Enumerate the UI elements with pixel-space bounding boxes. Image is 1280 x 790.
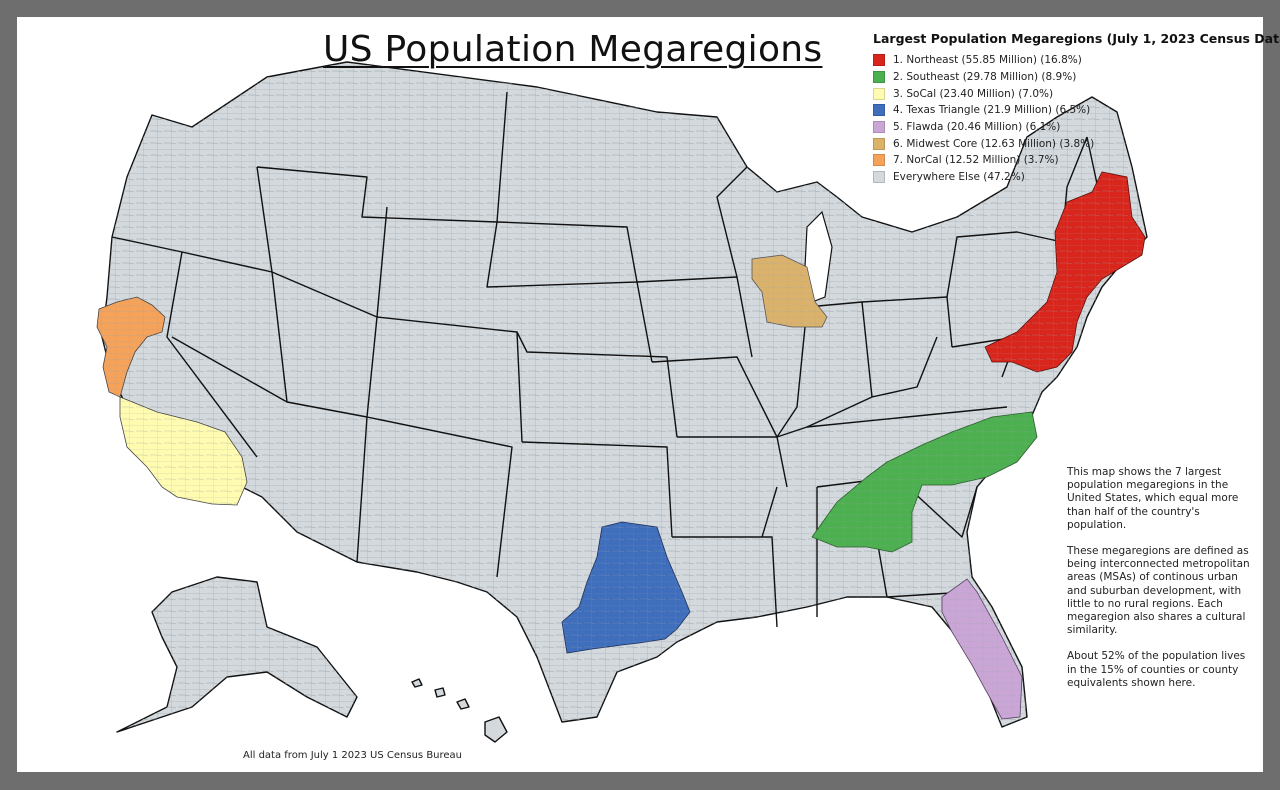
legend-swatch xyxy=(873,54,885,67)
page-title: US Population Megaregions xyxy=(323,29,823,70)
legend-swatch xyxy=(873,171,885,184)
legend-item-southeast: 2. Southeast (29.78 Million) (8.9%) xyxy=(873,69,1253,86)
legend-label: 2. Southeast (29.78 Million) (8.9%) xyxy=(893,71,1077,84)
legend-item-midwest-core: 6. Midwest Core (12.63 Million) (3.8%) xyxy=(873,135,1253,152)
source-footer: All data from July 1 2023 US Census Bure… xyxy=(243,750,463,761)
note-paragraph-3: About 52% of the population lives in the… xyxy=(1067,650,1246,689)
legend-label: 6. Midwest Core (12.63 Million) (3.8%) xyxy=(893,137,1095,150)
megaregion-southeast xyxy=(811,411,1038,553)
megaregion-socal xyxy=(119,396,248,506)
us-map xyxy=(96,61,1148,743)
legend-item-texas-triangle: 4. Texas Triangle (21.9 Million) (6.5%) xyxy=(873,102,1253,119)
legend: Largest Population Megaregions (July 1, … xyxy=(873,31,1280,186)
note-paragraph-2: These megaregions are defined as being i… xyxy=(1067,545,1250,637)
megaregion-texas-triangle xyxy=(561,521,691,654)
legend-label: 5. Flawda (20.46 Million) (6.1%) xyxy=(893,121,1061,134)
legend-swatch xyxy=(873,154,885,167)
map-frame: US Population Megaregions Largest Popula… xyxy=(17,17,1280,772)
megaregion-norcal xyxy=(96,296,166,398)
megaregion-flawda xyxy=(941,578,1023,720)
map-notes: This map shows the 7 largest population … xyxy=(1067,466,1257,703)
legend-swatch xyxy=(873,87,885,100)
note-paragraph-1: This map shows the 7 largest population … xyxy=(1067,466,1239,531)
legend-item-everywhere-else: Everywhere Else (47.2%) xyxy=(873,169,1253,186)
legend-item-norcal: 7. NorCal (12.52 Million) (3.7%) xyxy=(873,152,1253,169)
megaregion-midwest-core xyxy=(751,254,828,328)
alaska xyxy=(116,576,358,733)
hawaii xyxy=(411,678,508,743)
legend-label: 4. Texas Triangle (21.9 Million) (6.5%) xyxy=(893,104,1091,117)
legend-item-socal: 3. SoCal (23.40 Million) (7.0%) xyxy=(873,85,1253,102)
legend-swatch xyxy=(873,71,885,84)
legend-label: Everywhere Else (47.2%) xyxy=(893,171,1025,184)
legend-title: Largest Population Megaregions (July 1, … xyxy=(873,31,1280,46)
legend-item-flawda: 5. Flawda (20.46 Million) (6.1%) xyxy=(873,119,1253,136)
legend-swatch xyxy=(873,121,885,134)
legend-label: 3. SoCal (23.40 Million) (7.0%) xyxy=(893,87,1054,100)
legend-swatch xyxy=(873,137,885,150)
legend-label: 7. NorCal (12.52 Million) (3.7%) xyxy=(893,154,1059,167)
megaregion-northeast xyxy=(984,171,1146,373)
legend-swatch xyxy=(873,104,885,117)
legend-item-northeast: 1. Northeast (55.85 Million) (16.8%) xyxy=(873,52,1253,69)
legend-label: 1. Northeast (55.85 Million) (16.8%) xyxy=(893,54,1082,67)
